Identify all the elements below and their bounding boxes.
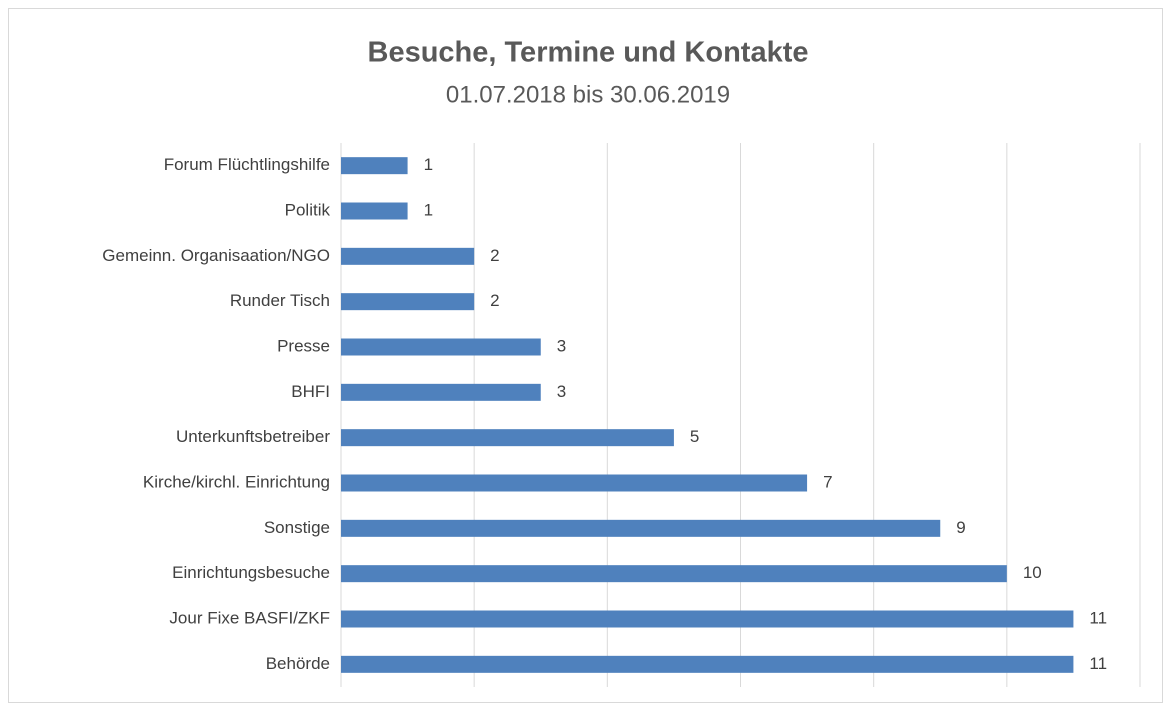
y-tick-label: Jour Fixe BASFI/ZKF	[169, 608, 330, 627]
data-label: 2	[490, 246, 499, 265]
y-tick-label: Sonstige	[264, 518, 330, 537]
bar	[341, 610, 1074, 628]
y-tick-label: Forum Flüchtlingshilfe	[164, 155, 330, 174]
data-label: 1	[424, 155, 433, 174]
bar	[341, 338, 541, 356]
bar	[341, 293, 475, 311]
y-tick-label: Behörde	[266, 654, 330, 673]
y-tick-label: Kirche/kirchl. Einrichtung	[143, 472, 330, 491]
y-tick-label: Gemeinn. Organisaation/NGO	[102, 246, 330, 265]
bar	[341, 519, 941, 537]
data-label: 1	[424, 200, 433, 219]
y-tick-label: BHFI	[291, 382, 330, 401]
bar	[341, 429, 674, 447]
data-label: 3	[557, 382, 566, 401]
bar	[341, 383, 541, 401]
bar	[341, 202, 408, 220]
bar	[341, 247, 475, 265]
data-label: 7	[823, 472, 832, 491]
y-tick-label: Politik	[285, 200, 331, 219]
chart-subtitle: 01.07.2018 bis 30.06.2019	[446, 81, 730, 108]
data-label: 11	[1089, 654, 1107, 673]
data-label: 10	[1023, 563, 1042, 582]
bar	[341, 655, 1074, 673]
data-label: 2	[490, 291, 499, 310]
data-label: 9	[956, 518, 965, 537]
y-tick-label: Presse	[277, 336, 330, 355]
bar	[341, 474, 808, 492]
bar	[341, 157, 408, 175]
data-label: 5	[690, 427, 699, 446]
y-tick-label: Einrichtungsbesuche	[172, 563, 330, 582]
bar	[341, 565, 1007, 583]
chart-title: Besuche, Termine und Kontakte	[368, 37, 809, 69]
y-tick-label: Unterkunftsbetreiber	[176, 427, 330, 446]
data-label: 3	[557, 336, 566, 355]
data-label: 11	[1089, 608, 1107, 627]
y-tick-label: Runder Tisch	[230, 291, 330, 310]
chart-border	[8, 8, 1163, 703]
